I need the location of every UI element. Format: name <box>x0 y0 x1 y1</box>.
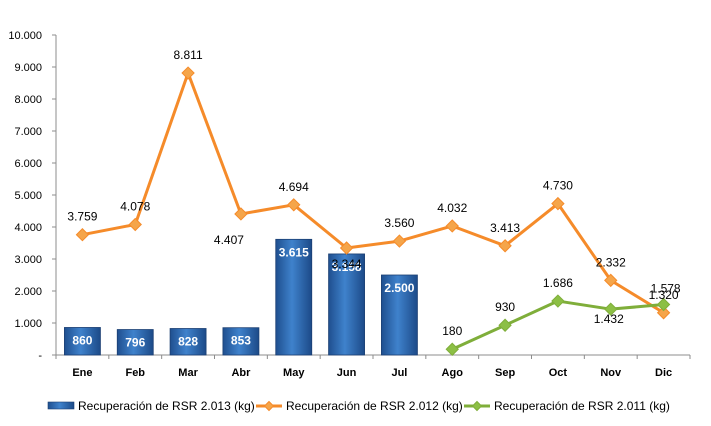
bar <box>381 274 418 356</box>
y-tick-label: 1.000 <box>14 318 42 330</box>
series-marker <box>656 297 671 312</box>
series-marker <box>498 239 512 253</box>
series-marker <box>339 241 354 255</box>
legend-marker <box>263 400 275 412</box>
x-tick-label: Oct <box>549 367 568 379</box>
bar <box>328 253 365 356</box>
x-tick-label: Feb <box>125 367 145 379</box>
line-series <box>75 66 671 356</box>
bar-data-label: 860 <box>72 333 92 347</box>
legend: Recuperación de RSR 2.013 (kg) Recuperaci… <box>47 399 670 413</box>
line-data-label: 1.432 <box>594 312 624 326</box>
series-marker <box>234 207 248 221</box>
line-data-label: 4.730 <box>543 179 573 193</box>
bar <box>275 238 313 356</box>
bar <box>64 327 101 356</box>
line-data-label: 8.811 <box>174 48 203 62</box>
bar-data-label: 796 <box>125 336 145 350</box>
series-marker <box>75 228 90 242</box>
y-tick-label: 7.000 <box>14 126 42 138</box>
bar <box>116 329 154 356</box>
series-marker <box>551 196 565 211</box>
y-tick-label: 8.000 <box>14 94 42 106</box>
series-marker <box>128 217 142 232</box>
line-data-label: 180 <box>442 324 462 338</box>
line-data-label: 1.578 <box>651 282 681 296</box>
y-tick-label: 3.000 <box>14 254 42 266</box>
x-tick-label: May <box>283 367 305 379</box>
series-marker <box>551 294 565 308</box>
x-tick-label: Jul <box>391 367 407 379</box>
x-tick-label: Mar <box>178 367 198 379</box>
bar-data-label: 2.500 <box>384 281 414 295</box>
bar <box>169 328 207 356</box>
y-tick-label: 4.000 <box>14 222 42 234</box>
x-tick-label: Ene <box>72 367 92 379</box>
bar-data-label: 3.158 <box>332 260 362 274</box>
y-tick-label: - <box>38 350 42 362</box>
legend-label: Recuperación de RSR 2.011 (kg) <box>494 399 670 413</box>
series-marker <box>392 234 407 248</box>
series-marker <box>498 318 512 332</box>
y-tick-label: 9.000 <box>14 62 42 74</box>
legend-label: Recuperación de RSR 2.013 (kg) <box>78 399 255 413</box>
series-line <box>82 71 665 315</box>
line-data-label: 4.407 <box>214 233 244 247</box>
bar-data-label: 3.615 <box>279 245 309 259</box>
bar-series <box>64 238 418 356</box>
y-tick-label: 2.000 <box>14 286 42 298</box>
series-marker <box>604 273 618 288</box>
series-marker <box>604 302 618 316</box>
line-data-label: 2.332 <box>596 255 626 269</box>
series-marker <box>287 198 301 212</box>
x-tick-label: Ago <box>442 367 464 379</box>
axes: - 1.000 2.000 3.000 4.000 5.000 6.000 7.000 8.00… <box>8 30 691 379</box>
x-tick-label: Nov <box>600 367 622 379</box>
series-marker <box>445 342 459 356</box>
legend-label: Recuperación de RSR 2.012 (kg) <box>286 399 463 413</box>
line-data-label: 1.686 <box>543 276 573 290</box>
line-data-label: 3.759 <box>67 210 97 224</box>
x-tick-label: Abr <box>231 367 251 379</box>
series-marker <box>181 66 195 80</box>
series-marker <box>656 306 671 320</box>
line-data-label: 3.560 <box>384 216 414 230</box>
line-data-label: 930 <box>495 300 515 314</box>
series-marker <box>445 219 459 233</box>
line-data-label: 3.344 <box>332 257 362 271</box>
x-tick-label: Dic <box>655 367 672 379</box>
y-tick-label: 5.000 <box>14 190 42 202</box>
x-tick-label: Sep <box>495 367 515 379</box>
line-data-label: 4.078 <box>120 200 150 214</box>
series-line <box>451 299 664 351</box>
bar-data-label: 853 <box>231 334 251 348</box>
y-tick-label: 6.000 <box>14 158 42 170</box>
x-tick-label: Jun <box>337 367 357 379</box>
bar-data-label: 828 <box>178 335 198 349</box>
legend-marker <box>471 400 483 412</box>
y-tick-label: 10.000 <box>8 30 42 42</box>
line-data-label: 3.413 <box>490 221 520 235</box>
line-data-label: 1.320 <box>649 288 679 302</box>
line-data-label: 4.032 <box>437 201 467 215</box>
line-data-label: 4.694 <box>279 180 309 194</box>
bar <box>222 327 260 356</box>
data-labels: 860 796 828 853 3.615 3.158 2.500 3.759 4.078 8.8… <box>67 48 681 349</box>
legend-swatch <box>47 401 75 410</box>
